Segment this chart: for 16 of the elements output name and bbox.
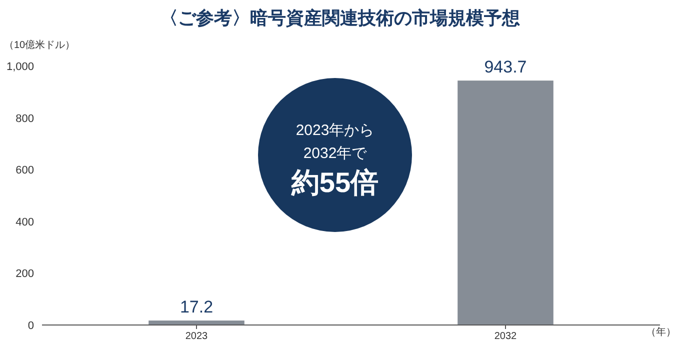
chart-title: 〈ご参考〉暗号資産関連技術の市場規模予想 [160,8,520,28]
x-tick-label: 2023 [185,331,208,340]
y-tick-label: 400 [16,216,34,228]
x-axis-title: （年） [646,326,676,338]
annotation: 約55倍 [290,167,379,198]
y-tick-label: 600 [16,164,34,177]
annotation: 2032年で [303,145,368,162]
y-tick-label: 1,000 [6,61,34,73]
y-tick-label: 0 [28,320,34,332]
data-label: 943.7 [484,58,527,77]
x-tick-label: 2032 [494,331,518,340]
y-tick-label: 200 [16,268,34,280]
annotation: 2023年から [296,122,374,139]
y-tick-label: 800 [16,112,34,125]
data-label: 17.2 [180,298,214,317]
y-axis-title: （10億米ドル） [4,39,76,51]
